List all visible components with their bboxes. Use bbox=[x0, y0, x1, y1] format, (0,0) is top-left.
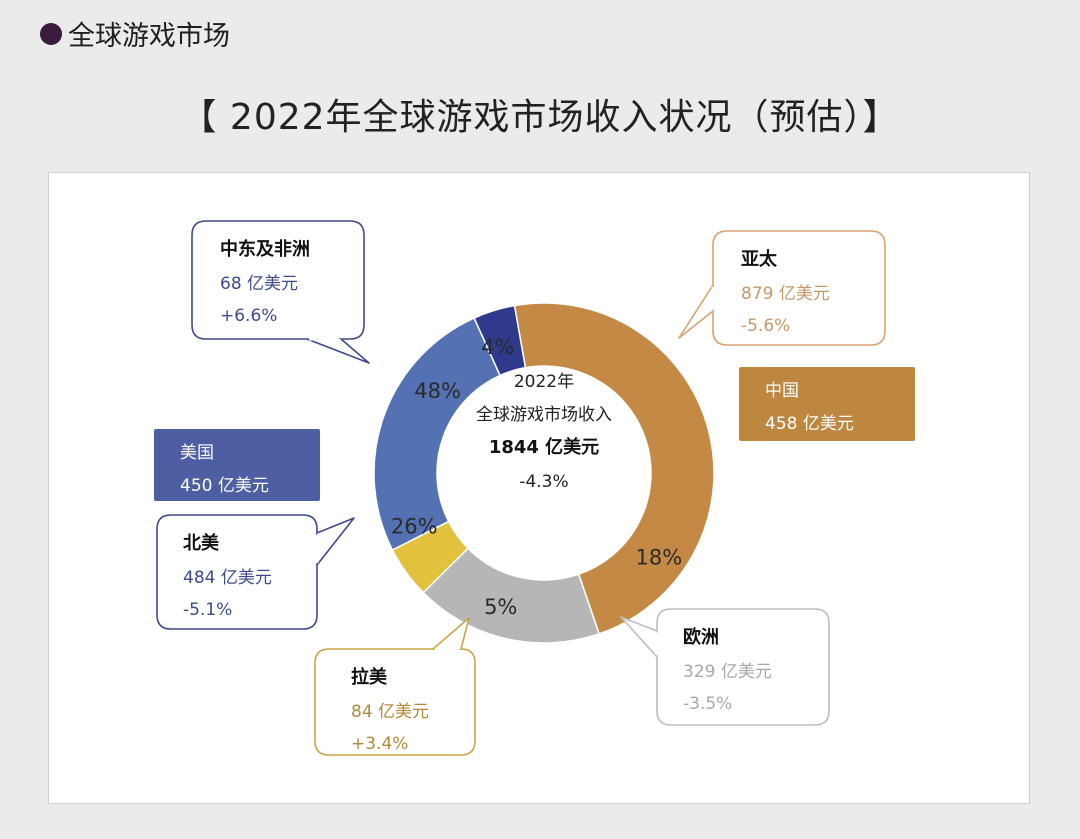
callout-north-america-title: 北美 bbox=[183, 532, 219, 554]
bullet-dot-icon bbox=[40, 22, 62, 45]
callout-europe-title: 欧洲 bbox=[683, 626, 719, 648]
donut-chart: 48% 18% 5% 26% 4%2022年全球游戏市场收入 1844 亿美元 -4.3% 中… bbox=[154, 220, 915, 756]
pct-label-middle-east-africa: 4% bbox=[481, 335, 514, 359]
callout-middle-east-africa-value: 68 亿美元 bbox=[220, 274, 298, 294]
callout-asia-pacific-change: -5.6% bbox=[741, 316, 790, 336]
box-china-bg bbox=[739, 367, 915, 441]
pct-label-north-america: 26% bbox=[391, 514, 438, 538]
callout-asia-pacific-value: 879 亿美元 bbox=[741, 284, 830, 304]
section-title: 全球游戏市场 bbox=[68, 21, 230, 52]
callout-north-america-bubble bbox=[156, 514, 318, 630]
callout-latin-america-tail bbox=[432, 617, 470, 650]
callout-latin-america-title: 拉美 bbox=[351, 666, 387, 688]
slice-asia-pacific bbox=[513, 302, 715, 635]
box-usa-bg bbox=[154, 429, 320, 501]
callout-north-america-change: -5.1% bbox=[183, 600, 232, 620]
pct-label-europe: 18% bbox=[636, 545, 683, 569]
callout-europe-bubble bbox=[656, 608, 830, 726]
slice-middle-east-africa bbox=[473, 304, 527, 377]
callout-middle-east-africa-title: 中东及非洲 bbox=[220, 238, 310, 260]
center-caption: 全球游戏市场收入 bbox=[476, 405, 612, 425]
callout-latin-america-value: 84 亿美元 bbox=[351, 702, 429, 722]
box-china: 中国 458 亿美元 bbox=[739, 367, 915, 441]
callout-asia-pacific-tail bbox=[678, 284, 714, 339]
callout-latin-america-change: +3.4% bbox=[351, 734, 408, 754]
box-china-title: 中国 bbox=[765, 381, 799, 401]
callout-middle-east-africa-bubble bbox=[191, 220, 365, 340]
callout-latin-america-bubble bbox=[314, 648, 476, 756]
center-year: 2022年 bbox=[514, 372, 574, 392]
box-usa-value: 450 亿美元 bbox=[180, 476, 269, 496]
callout-north-america: 北美 484 亿美元 -5.1% bbox=[156, 514, 355, 630]
pct-label-asia-pacific: 48% bbox=[414, 379, 461, 403]
callout-asia-pacific-title: 亚太 bbox=[741, 248, 778, 270]
slice-north-america bbox=[373, 317, 502, 552]
chart-title: 【 2022年全球游戏市场收入状况（预估）】 bbox=[180, 97, 900, 138]
callout-europe-tail bbox=[620, 616, 658, 658]
pct-label-latin-america: 5% bbox=[484, 595, 517, 619]
callout-europe-change: -3.5% bbox=[683, 694, 732, 714]
callout-europe-value: 329 亿美元 bbox=[683, 662, 772, 682]
callout-north-america-value: 484 亿美元 bbox=[183, 568, 272, 588]
section-header: 全球游戏市场 bbox=[40, 14, 230, 53]
callout-asia-pacific: 亚太 879 亿美元 -5.6% bbox=[678, 230, 886, 346]
chart-panel: 48% 18% 5% 26% 4% 2022年全球游戏市场收入 1844 亿美元 -4.3% 中… bbox=[48, 172, 1030, 804]
callout-europe: 欧洲 329 亿美元 -3.5% bbox=[620, 608, 830, 726]
callout-latin-america: 拉美 84 亿美元 +3.4% bbox=[314, 617, 476, 756]
box-china-value: 458 亿美元 bbox=[765, 414, 854, 434]
callout-middle-east-africa-change: +6.6% bbox=[220, 306, 277, 326]
center-change: -4.3% bbox=[519, 472, 568, 492]
box-usa: 美国 450 亿美元 bbox=[154, 429, 320, 501]
center-total: 1844 亿美元 bbox=[489, 436, 599, 458]
box-usa-title: 美国 bbox=[180, 443, 214, 463]
callout-north-america-tail bbox=[316, 517, 355, 566]
callout-middle-east-africa-tail bbox=[306, 338, 370, 364]
callout-asia-pacific-bubble bbox=[712, 230, 886, 346]
callout-middle-east-africa: 中东及非洲 68 亿美元 +6.6% bbox=[191, 220, 370, 364]
